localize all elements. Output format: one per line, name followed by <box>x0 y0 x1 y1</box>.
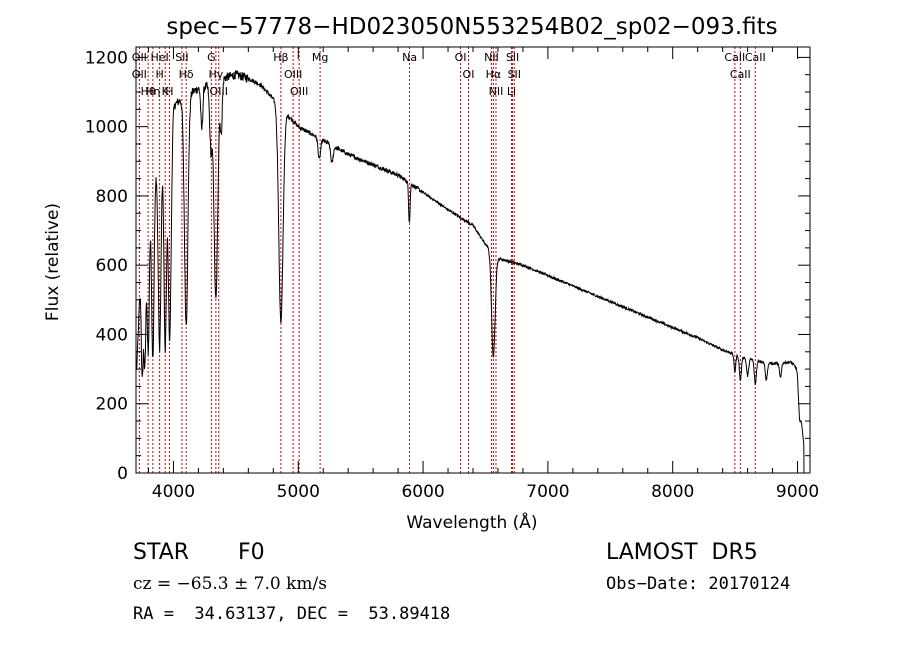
line-marker-label: Hη <box>145 85 160 98</box>
y-tick-label: 1200 <box>85 48 128 68</box>
object-class: STAR <box>133 540 190 565</box>
y-tick-label: 400 <box>96 325 128 345</box>
x-tick-label: 5000 <box>277 482 320 502</box>
line-marker-label: OI <box>463 68 475 81</box>
plot-frame <box>135 46 811 474</box>
x-axis-label: Wavelength (Å) <box>406 511 537 533</box>
line-marker-label: SII <box>175 51 188 64</box>
y-axis-ticks: 0 200 400 600 800 1000 1200 <box>85 48 810 484</box>
line-marker-label: CaII <box>745 51 766 64</box>
observation-date: Obs−Date: 20170124 <box>606 574 791 594</box>
coordinates: RA = 34.63137, DEC = 53.89418 <box>133 604 451 624</box>
x-tick-label: 4000 <box>152 482 195 502</box>
spectrum-line <box>136 70 805 474</box>
line-marker-label: HeI <box>150 51 168 64</box>
line-marker-label: Mg <box>312 51 328 64</box>
line-marker-label: Hγ <box>208 68 223 81</box>
x-tick-label: 6000 <box>401 482 444 502</box>
line-marker-label: Hθ <box>141 85 156 98</box>
line-marker-label: NII <box>484 51 499 64</box>
x-tick-label: 7000 <box>526 482 569 502</box>
subclass: F0 <box>238 540 265 565</box>
line-marker-label: CaII <box>724 51 745 64</box>
line-marker-label: Hα <box>486 68 502 81</box>
line-marker-label: Hδ <box>179 68 194 81</box>
line-marker-label: OIII <box>210 85 228 98</box>
line-marker-label: CaII <box>730 68 751 81</box>
line-marker-label: G <box>207 51 216 64</box>
line-marker-label: SII <box>506 51 519 64</box>
line-marker-label: K <box>162 85 170 98</box>
line-marker-label: OIII <box>290 85 308 98</box>
line-marker-label: H <box>165 85 173 98</box>
redshift-velocity: cz = −65.3 ± 7.0 km/s <box>133 574 327 594</box>
line-marker-layer <box>138 47 756 473</box>
line-marker-label: OI <box>455 51 467 64</box>
x-tick-label: 9000 <box>776 482 819 502</box>
chart-title: spec−57778−HD023050N553254B02_sp02−093.f… <box>166 14 777 40</box>
y-tick-label: 1000 <box>85 118 128 138</box>
line-marker-label: OIII <box>284 68 302 81</box>
y-tick-label: 0 <box>117 464 128 484</box>
x-tick-label: 8000 <box>651 482 694 502</box>
line-marker-label: Li <box>507 85 516 98</box>
y-tick-label: 200 <box>96 395 128 415</box>
line-marker-label: Na <box>402 51 417 64</box>
y-axis-label: Flux (relative) <box>43 203 63 321</box>
line-marker-label: NII <box>489 85 504 98</box>
y-tick-label: 600 <box>96 256 128 276</box>
y-tick-label: 800 <box>96 187 128 207</box>
line-marker-label: H <box>155 68 163 81</box>
survey-name: LAMOST DR5 <box>606 540 758 565</box>
line-marker-label: SII <box>508 68 521 81</box>
line-marker-label: Hβ <box>273 51 288 64</box>
x-axis-ticks: 4000 5000 6000 7000 8000 9000 <box>147 47 819 502</box>
